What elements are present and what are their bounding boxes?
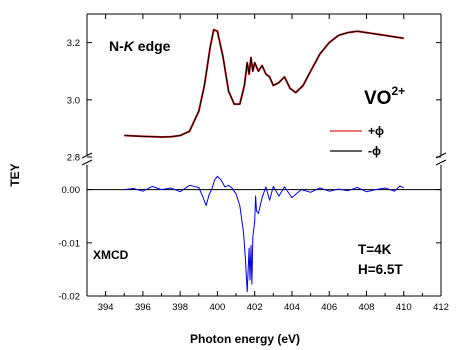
edge-label-suffix: edge	[134, 38, 171, 54]
x-tick-label: 398	[172, 302, 188, 313]
axis-break-right-lower	[435, 159, 447, 166]
x-tick-label: 410	[396, 302, 412, 313]
axis-ticks: 394 396 398 400 402 404 406 408 410 412 2.8 3.0 3.2 -…	[58, 14, 449, 313]
series-line-XMCD	[124, 175, 404, 293]
x-tick-label: 408	[359, 302, 375, 313]
legend-label-plus: +ϕ	[368, 124, 384, 138]
x-tick-label: 404	[284, 302, 300, 313]
series-line--ϕ	[124, 29, 404, 138]
field-label: H=6.5T	[358, 262, 403, 277]
series-lines	[87, 28, 441, 293]
edge-label-letter: K	[124, 38, 135, 54]
y-tick-label: -0.02	[58, 292, 80, 303]
axis-break-left-upper	[81, 152, 93, 159]
plot-frame	[81, 13, 447, 297]
y-tick-label: 3.2	[67, 38, 80, 49]
y-tick-label: 3.0	[67, 95, 80, 106]
x-tick-label: 396	[135, 302, 151, 313]
xmcd-label: XMCD	[93, 248, 129, 262]
x-tick-label: 402	[247, 302, 263, 313]
x-tick-label: 412	[433, 302, 449, 313]
x-tick-label: 394	[98, 302, 114, 313]
legend-label-minus: -ϕ	[368, 144, 381, 158]
compound-label: VO2+	[364, 84, 405, 109]
edge-label: N-K edge	[109, 38, 171, 54]
x-axis-label: Photon energy (eV)	[190, 332, 300, 346]
axis-break-left-lower	[81, 159, 93, 166]
compound-charge: 2+	[391, 84, 405, 98]
edge-label-prefix: N-	[109, 38, 124, 54]
x-tick-label: 400	[209, 302, 225, 313]
y-axis-label: TEY	[8, 163, 22, 186]
temperature-label: T=4K	[358, 242, 392, 257]
y-tick-label: -0.01	[58, 238, 80, 249]
x-tick-label: 406	[321, 302, 337, 313]
compound-formula: VO	[364, 88, 391, 109]
y-tick-label: 2.8	[67, 153, 80, 164]
y-tick-label: 0.00	[62, 185, 81, 196]
